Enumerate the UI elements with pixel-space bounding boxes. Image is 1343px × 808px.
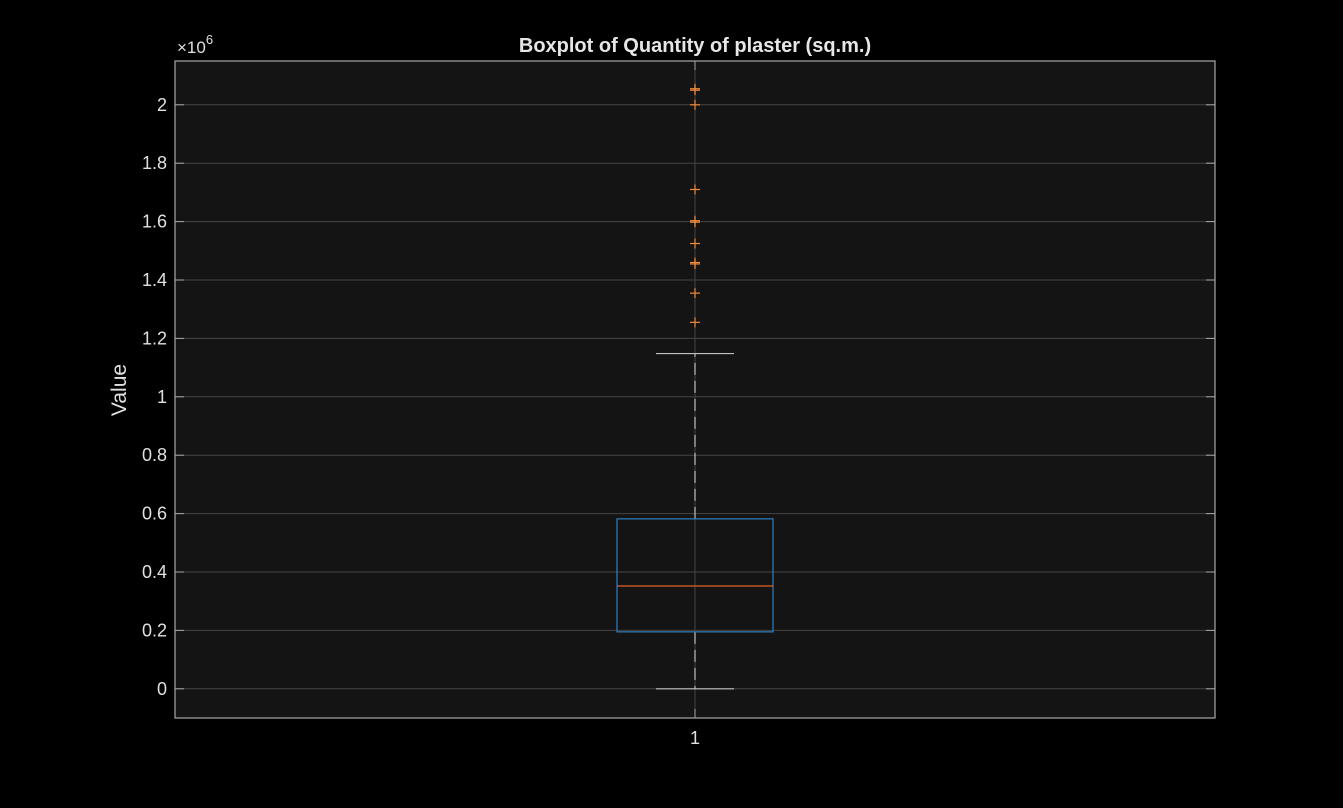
y-tick-label: 1.8 (142, 153, 167, 173)
y-tick-label: 1.2 (142, 328, 167, 348)
outlier-point (690, 257, 700, 268)
y-tick-label: 0.8 (142, 445, 167, 465)
box-iqr (616, 518, 774, 633)
y-tick-label: 0.2 (142, 620, 167, 640)
outlier-point (690, 99, 700, 110)
y-tick-label: 0 (157, 679, 167, 699)
y-tick-label: 0.4 (142, 562, 167, 582)
y-tick-label: 0.6 (142, 504, 167, 524)
y-tick-label: 2 (157, 95, 167, 115)
y-axis-exponent-power: 6 (206, 32, 213, 47)
outlier-point (690, 215, 700, 226)
y-axis-exponent-base: ×10 (177, 38, 206, 57)
chart-title: Boxplot of Quantity of plaster (sq.m.) (519, 35, 871, 57)
y-tick-label: 1.4 (142, 270, 167, 290)
y-tick-label: 1 (157, 387, 167, 407)
outlier-point (690, 288, 700, 299)
y-axis-exponent: ×106 (177, 32, 213, 57)
outlier-point (690, 83, 700, 94)
outlier-point (690, 184, 700, 195)
x-tick-label: 1 (690, 728, 700, 748)
y-tick-label: 1.6 (142, 212, 167, 232)
box-series (616, 83, 774, 690)
outlier-point (690, 238, 700, 249)
outlier-point (690, 317, 700, 328)
tick-labels: 0 0.2 0.4 0.6 0.8 1 1.2 1.4 1.6 1.8 2 1 (142, 61, 1215, 748)
y-axis-label: Value (108, 364, 131, 416)
